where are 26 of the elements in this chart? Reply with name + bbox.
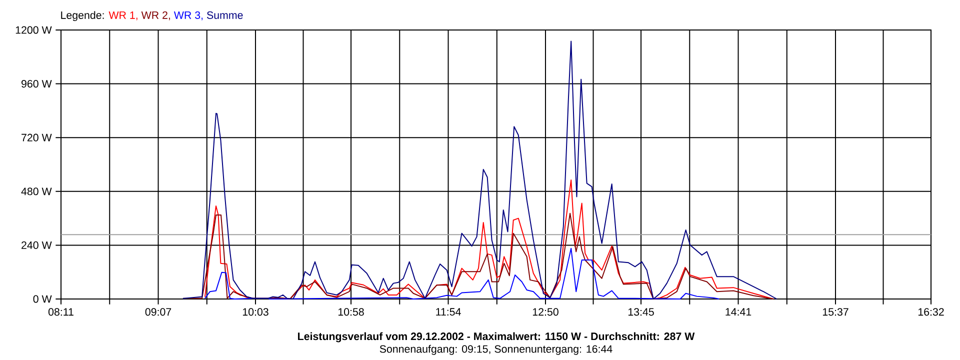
x-tick-label: 09:07 — [145, 308, 172, 316]
text: WR 2, — [141, 11, 170, 20]
y-tick-label: 720 W — [22, 134, 52, 142]
text: WR 3, — [174, 11, 203, 20]
text: Leistungsverlauf vom 29.12.2002 - Maximalwert: 1150 W - Durchschnitt: 287 W — [298, 332, 695, 342]
y-tick-label: 480 W — [21, 188, 52, 196]
text: WR 1, — [108, 12, 138, 20]
y-tick-label: 240 W — [22, 241, 52, 249]
text: Sonnenaufgang: 09:15, Sonnenuntergang: 16:44 — [380, 344, 612, 355]
line-series — [204, 179, 774, 300]
y-tick-label: 1200 W — [16, 26, 52, 34]
legend-title: Legende: — [61, 11, 104, 22]
x-tick-label: 14:41 — [726, 308, 752, 316]
x-tick-label: 12:50 — [532, 308, 558, 316]
y-tick-label: 0 W — [33, 295, 52, 303]
x-tick-label: 08:11 — [48, 308, 74, 316]
y-tick-label: 960 W — [22, 80, 52, 88]
line-series — [204, 248, 720, 300]
x-tick-label: 16:32 — [918, 308, 944, 316]
x-tick-label: 13:45 — [628, 308, 654, 316]
x-tick-label: 10:03 — [242, 308, 268, 316]
text: Summe — [206, 11, 243, 19]
x-tick-label: 11:54 — [436, 308, 461, 316]
x-tick-label: 10:58 — [338, 308, 364, 316]
line-series — [182, 40, 778, 300]
x-tick-label: 15:37 — [822, 308, 848, 316]
